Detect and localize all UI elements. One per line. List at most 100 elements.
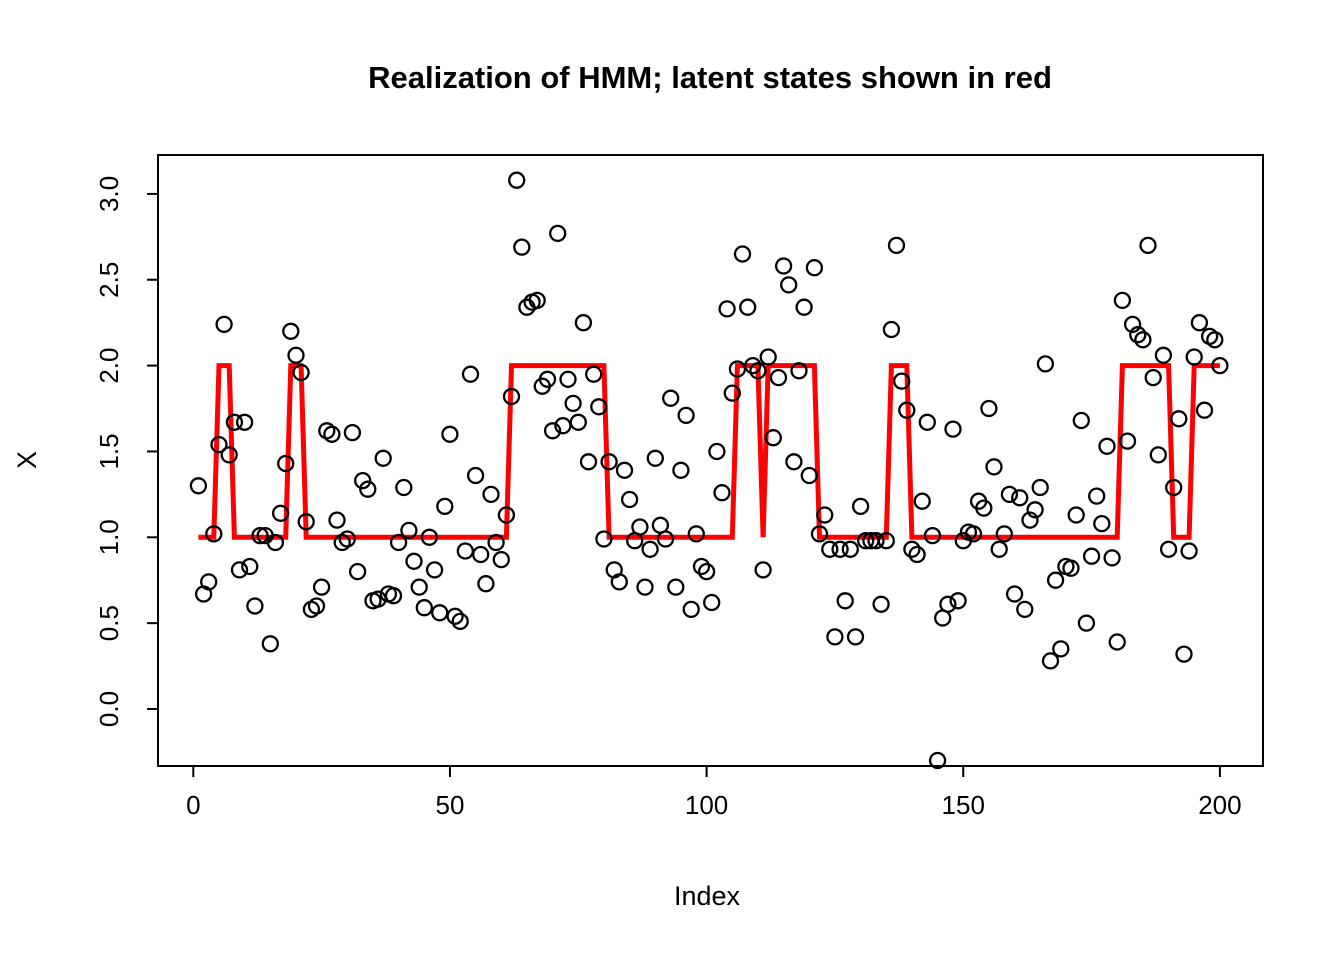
data-point <box>487 533 505 552</box>
data-point <box>939 595 957 613</box>
data-point <box>338 530 356 548</box>
data-point <box>328 511 346 529</box>
data-point <box>431 604 449 622</box>
data-point <box>549 224 567 243</box>
data-point <box>733 245 752 263</box>
data-point <box>964 525 983 543</box>
data-point <box>1211 356 1229 375</box>
data-point <box>877 532 895 550</box>
data-point <box>282 322 300 340</box>
data-point <box>508 171 526 189</box>
data-point <box>636 578 654 596</box>
data-point <box>903 540 921 558</box>
data-point <box>641 540 659 558</box>
axis-tick-labels: 0 50 100 150 200 0.0 0.5 1.0 1.5 2.0 2.5 3.0 <box>94 176 1242 820</box>
data-point <box>230 561 249 579</box>
data-point <box>477 575 495 593</box>
axis-ticks <box>147 192 1221 777</box>
data-point <box>816 506 834 524</box>
data-point <box>1000 485 1019 504</box>
data-point <box>1072 411 1090 430</box>
x-tick-label: 150 <box>942 790 985 820</box>
data-point <box>261 635 279 653</box>
data-point <box>1134 331 1152 349</box>
data-point <box>405 552 423 570</box>
data-point <box>785 453 803 471</box>
data-point <box>985 458 1003 476</box>
data-point <box>1103 549 1121 567</box>
data-point <box>692 557 711 576</box>
data-point <box>1067 506 1085 524</box>
data-point <box>410 578 428 596</box>
data-point <box>569 413 587 431</box>
data-point <box>723 384 741 402</box>
data-point <box>302 600 321 619</box>
data-point <box>497 506 516 524</box>
data-point <box>687 525 705 543</box>
data-point <box>667 578 685 596</box>
data-point <box>354 471 372 490</box>
data-point <box>620 490 639 509</box>
data-point <box>615 461 634 479</box>
y-tick-label: 3.0 <box>94 176 124 212</box>
data-point <box>841 540 859 558</box>
data-point <box>215 315 233 334</box>
data-point <box>1200 327 1219 346</box>
y-axis-label: X <box>12 451 42 469</box>
data-point <box>1129 326 1147 344</box>
data-point <box>718 300 736 318</box>
data-point <box>1036 355 1055 373</box>
data-point <box>323 425 341 443</box>
y-tick-label: 1.0 <box>94 519 124 555</box>
y-tick-label: 0.0 <box>94 691 124 727</box>
data-point <box>528 291 546 310</box>
data-point <box>1175 645 1193 663</box>
data-point <box>1046 571 1065 589</box>
data-point <box>944 420 962 438</box>
data-point <box>307 597 326 615</box>
data-point <box>312 578 331 596</box>
data-point <box>266 533 285 552</box>
data-point <box>400 521 418 540</box>
data-point <box>1195 401 1214 419</box>
x-tick-label: 200 <box>1198 790 1241 820</box>
data-point <box>795 298 813 316</box>
data-point <box>1149 446 1167 464</box>
data-point <box>1190 314 1209 332</box>
data-point <box>867 532 885 550</box>
data-point <box>1144 368 1162 387</box>
data-point <box>1093 514 1111 533</box>
data-point <box>318 422 336 440</box>
x-tick-label: 100 <box>685 790 728 820</box>
data-point <box>1185 348 1203 366</box>
data-point <box>574 314 593 332</box>
data-point <box>1159 540 1178 558</box>
data-point <box>543 422 562 440</box>
data-point <box>610 573 628 591</box>
data-point <box>590 398 608 416</box>
data-point <box>703 593 721 612</box>
data-point <box>682 600 700 619</box>
data-point <box>205 525 223 543</box>
data-point <box>436 497 454 516</box>
data-point <box>769 368 788 387</box>
data-point <box>759 348 777 366</box>
plot-border <box>157 154 1264 767</box>
data-point <box>456 542 474 560</box>
data-point <box>918 413 936 431</box>
data-point <box>585 365 603 383</box>
data-point <box>579 453 598 471</box>
data-point <box>928 751 947 770</box>
data-point <box>631 518 649 536</box>
data-point <box>995 525 1013 543</box>
data-point <box>857 532 875 550</box>
data-point <box>846 628 865 646</box>
data-point <box>374 449 392 467</box>
data-point <box>893 372 911 390</box>
data-point <box>235 413 254 431</box>
data-point <box>708 442 726 461</box>
data-point <box>774 257 793 275</box>
data-point <box>1005 585 1024 603</box>
